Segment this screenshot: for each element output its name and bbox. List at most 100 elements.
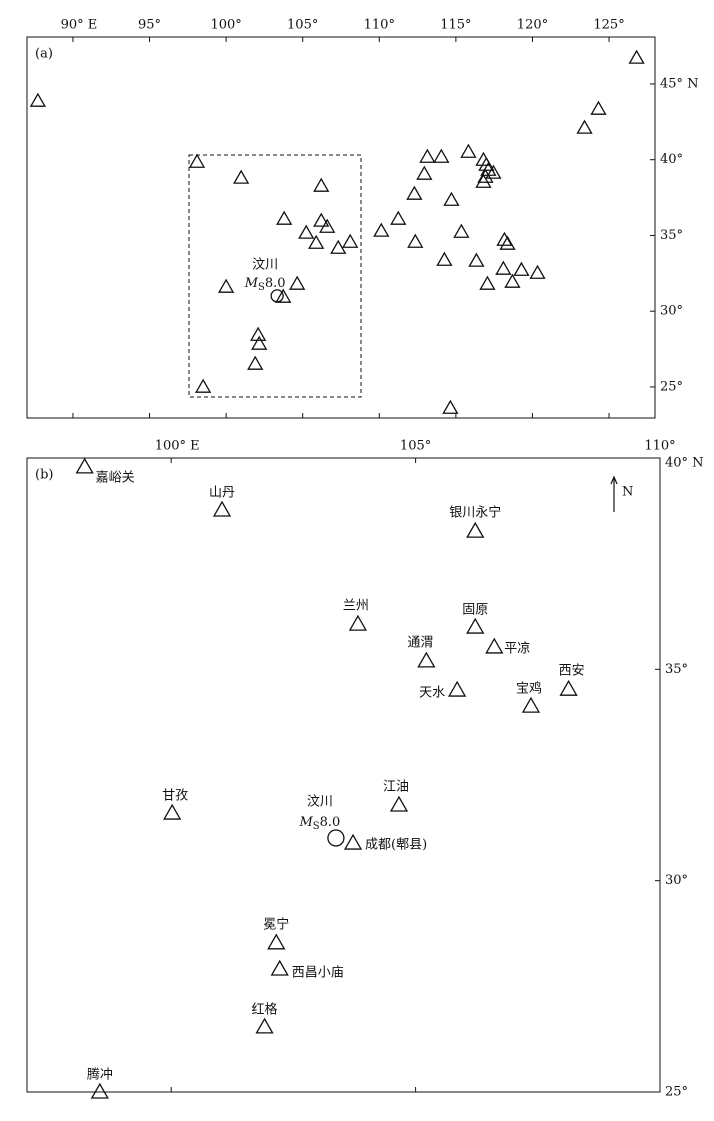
station-marker <box>406 185 423 200</box>
station-marker <box>218 278 235 293</box>
station-name: 山丹 <box>209 485 235 500</box>
station-name: 平凉 <box>504 641 530 656</box>
panel-label: (a) <box>35 47 53 62</box>
station-marker <box>348 614 368 631</box>
x-tick-label: 105° <box>400 439 431 454</box>
station-marker <box>298 224 315 239</box>
panel-frame <box>26 457 661 1093</box>
x-tick-label: 115° <box>440 18 471 33</box>
station-marker <box>443 191 460 206</box>
y-tick-label: 30° <box>660 304 683 319</box>
station-marker <box>212 500 232 517</box>
station-marker <box>495 260 512 275</box>
station-marker <box>576 119 593 134</box>
station-marker <box>416 165 433 180</box>
epicenter-name: 汶川 <box>307 793 333 809</box>
station-name: 天水 <box>419 686 445 701</box>
station-name: 江油 <box>383 780 409 795</box>
epicenter-magnitude: MS8.0 <box>244 275 286 292</box>
north-arrow-head <box>610 475 618 485</box>
station-marker <box>75 457 94 474</box>
station-marker <box>466 617 485 634</box>
station-marker <box>267 933 286 950</box>
station-marker <box>247 355 264 370</box>
station-marker <box>308 234 325 249</box>
magnitude-subscript: S <box>313 820 320 831</box>
station-marker <box>342 233 359 248</box>
station-marker <box>330 239 347 254</box>
station-name: 嘉峪关 <box>96 470 135 485</box>
station-name: 宝鸡 <box>516 681 542 697</box>
station-marker <box>343 833 363 850</box>
station-marker <box>477 168 494 183</box>
x-tick-label: 100° E <box>155 439 200 454</box>
magnitude-subscript: S <box>258 281 265 292</box>
y-tick-label: 35° <box>660 228 683 243</box>
station-marker <box>590 100 607 115</box>
station-marker <box>521 696 541 713</box>
magnitude-value: 8.0 <box>265 275 286 290</box>
station-name: 西安 <box>559 664 585 679</box>
station-marker <box>250 326 267 341</box>
station-marker <box>513 261 530 276</box>
station-name: 腾冲 <box>87 1067 113 1083</box>
station-marker <box>313 177 330 192</box>
x-tick-label: 95° <box>138 18 161 33</box>
panel-label: (b) <box>35 468 53 483</box>
magnitude-symbol: M <box>298 814 313 829</box>
station-marker <box>289 275 306 290</box>
x-tick-label: 110° <box>364 18 395 33</box>
y-tick-label: 35° <box>665 662 688 677</box>
station-marker <box>90 1082 109 1099</box>
station-marker <box>496 231 513 246</box>
x-tick-label: 125° <box>593 18 624 33</box>
station-marker <box>499 235 516 250</box>
station-marker <box>559 679 578 696</box>
epicenter-magnitude: MS8.0 <box>298 814 340 831</box>
x-tick-label: 90° E <box>61 18 98 33</box>
station-marker <box>233 169 250 184</box>
y-tick-label: 25° <box>665 1085 688 1100</box>
station-name: 西昌小庙 <box>292 966 344 981</box>
station-marker <box>485 637 504 654</box>
y-tick-label: 25° <box>660 379 683 394</box>
station-marker <box>188 153 206 168</box>
magnitude-value: 8.0 <box>320 814 341 829</box>
epicenter-marker <box>270 289 284 303</box>
station-marker <box>504 273 521 288</box>
station-marker <box>390 210 407 225</box>
station-marker <box>389 795 409 812</box>
x-tick-label: 120° <box>517 18 548 33</box>
y-tick-label: 40° N <box>665 456 704 471</box>
station-marker <box>485 164 502 179</box>
x-tick-label: 100° <box>210 18 241 33</box>
station-marker <box>407 233 424 248</box>
y-tick-label: 40° <box>660 152 683 167</box>
station-name: 冕宁 <box>263 916 289 932</box>
station-marker <box>251 335 268 350</box>
station-marker <box>319 218 336 233</box>
station-marker <box>276 210 293 225</box>
station-name: 通渭 <box>407 635 433 650</box>
y-tick-label: 45° N <box>660 76 699 91</box>
station-marker <box>529 264 546 279</box>
station-marker <box>275 288 292 303</box>
y-tick-label: 30° <box>665 873 688 888</box>
station-marker <box>255 1017 274 1034</box>
station-name: 银川永宁 <box>449 505 501 521</box>
station-name: 成都(郫县) <box>365 837 427 853</box>
station-marker <box>373 222 390 237</box>
station-marker <box>453 223 470 238</box>
station-marker <box>478 156 495 171</box>
station-marker <box>313 212 330 227</box>
station-name: 固原 <box>462 603 488 618</box>
station-marker <box>195 378 212 393</box>
station-marker <box>448 680 467 697</box>
x-tick-label: 110° <box>644 439 675 454</box>
station-marker <box>417 651 436 668</box>
station-marker <box>163 803 182 820</box>
station-marker <box>442 399 459 414</box>
panel-frame <box>26 36 656 419</box>
station-marker <box>436 251 453 266</box>
